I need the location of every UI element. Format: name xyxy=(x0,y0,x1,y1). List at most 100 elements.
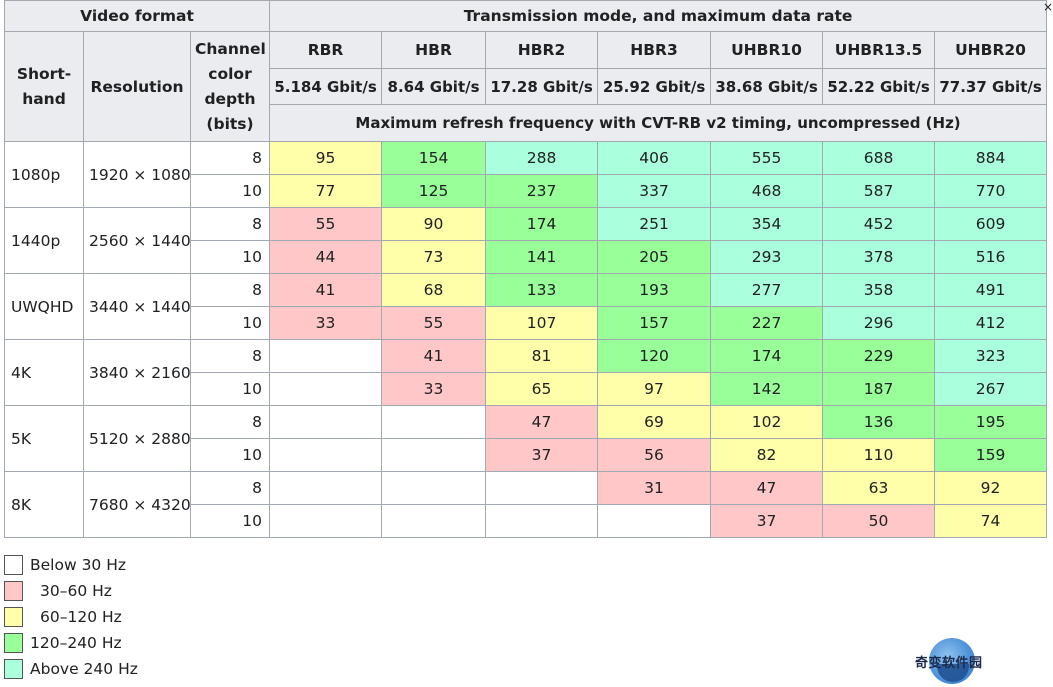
depth-cell: 8 xyxy=(189,141,271,175)
refresh-value-cell: 688 xyxy=(822,141,936,175)
refresh-value-cell: 555 xyxy=(710,141,824,175)
refresh-value-cell: 133 xyxy=(485,273,599,307)
refresh-value-cell: 33 xyxy=(269,306,383,340)
refresh-value-cell: 41 xyxy=(269,273,383,307)
refresh-value-cell: 37 xyxy=(485,438,599,472)
refresh-value-cell: 136 xyxy=(822,405,936,439)
mode-rate-header: 8.64 Gbit/s xyxy=(381,68,487,105)
refresh-value-cell: 154 xyxy=(381,141,487,175)
refresh-value-cell: 56 xyxy=(597,438,712,472)
refresh-value-cell: 55 xyxy=(381,306,487,340)
shorthand-cell: 1080p xyxy=(4,141,84,208)
depth-cell: 8 xyxy=(189,273,271,307)
refresh-value-cell: 74 xyxy=(934,504,1048,538)
refresh-value-cell: 37 xyxy=(710,504,824,538)
refresh-value-cell: 125 xyxy=(381,174,487,208)
resolution-header: Resolution xyxy=(83,31,191,142)
mode-rate-header: 25.92 Gbit/s xyxy=(597,68,712,105)
refresh-value-cell: 609 xyxy=(934,207,1048,241)
refresh-value-cell xyxy=(269,339,383,373)
refresh-value-cell: 193 xyxy=(597,273,712,307)
refresh-rate-table-container: Video format Transmission mode, and maxi… xyxy=(3,0,1048,538)
shorthand-cell: UWQHD xyxy=(4,273,84,340)
refresh-value-cell: 296 xyxy=(822,306,936,340)
refresh-value-cell: 47 xyxy=(485,405,599,439)
refresh-value-cell: 516 xyxy=(934,240,1048,274)
refresh-value-cell: 491 xyxy=(934,273,1048,307)
refresh-value-cell: 267 xyxy=(934,372,1048,406)
shorthand-header: Short-hand xyxy=(4,31,84,142)
refresh-value-cell xyxy=(269,438,383,472)
refresh-value-cell xyxy=(381,405,487,439)
color-depth-header: Channel color depth (bits) xyxy=(189,31,271,142)
refresh-value-cell: 73 xyxy=(381,240,487,274)
refresh-value-cell: 195 xyxy=(934,405,1048,439)
refresh-value-cell: 159 xyxy=(934,438,1048,472)
depth-cell: 10 xyxy=(189,174,271,208)
mode-rate-header: 17.28 Gbit/s xyxy=(485,68,599,105)
resolution-cell: 1920 × 1080 xyxy=(83,141,191,208)
refresh-value-cell: 82 xyxy=(710,438,824,472)
resolution-cell: 5120 × 2880 xyxy=(83,405,191,472)
refresh-value-cell: 288 xyxy=(485,141,599,175)
depth-cell: 10 xyxy=(189,306,271,340)
refresh-value-cell: 141 xyxy=(485,240,599,274)
refresh-value-cell: 277 xyxy=(710,273,824,307)
refresh-value-cell: 587 xyxy=(822,174,936,208)
refresh-value-cell: 174 xyxy=(485,207,599,241)
legend-swatch xyxy=(4,581,23,601)
refresh-value-cell xyxy=(485,471,599,505)
table-row: 10 33 55 107 157 227 296 412 xyxy=(5,306,1048,340)
close-icon[interactable]: × xyxy=(1043,0,1053,14)
refresh-value-cell: 95 xyxy=(269,141,383,175)
mode-name-header: HBR2 xyxy=(485,31,599,69)
resolution-cell: 3440 × 1440 xyxy=(83,273,191,340)
legend-label: Above 240 Hz xyxy=(30,660,138,678)
legend-label: 120–240 Hz xyxy=(30,634,122,652)
table-row: 10 77 125 237 337 468 587 770 xyxy=(5,174,1048,208)
mode-name-header: UHBR10 xyxy=(710,31,824,69)
refresh-value-cell: 229 xyxy=(822,339,936,373)
refresh-value-cell xyxy=(597,504,712,538)
legend-swatch xyxy=(4,659,23,679)
table-row: 4K 3840 × 2160 8 41 81 120 174 229 323 xyxy=(4,339,1048,406)
refresh-value-cell: 41 xyxy=(381,339,487,373)
refresh-value-cell: 468 xyxy=(710,174,824,208)
refresh-value-cell xyxy=(381,471,487,505)
mode-rate-header: 5.184 Gbit/s xyxy=(269,68,383,105)
resolution-cell: 7680 × 4320 xyxy=(83,471,191,538)
refresh-value-cell: 884 xyxy=(934,141,1048,175)
legend-swatch xyxy=(4,633,23,653)
refresh-value-cell: 31 xyxy=(597,471,712,505)
video-format-header: Video format xyxy=(3,0,271,32)
legend-label: 30–60 Hz xyxy=(40,582,112,600)
table-row: 10 37 50 74 xyxy=(5,504,1048,538)
depth-cell: 10 xyxy=(189,372,271,406)
refresh-value-cell: 142 xyxy=(710,372,824,406)
depth-cell: 10 xyxy=(189,240,271,274)
watermark-logo: 奇变软件园 xyxy=(915,638,995,684)
refresh-value-cell: 227 xyxy=(710,306,824,340)
refresh-value-cell xyxy=(269,405,383,439)
refresh-value-cell: 205 xyxy=(597,240,712,274)
mode-name-header: UHBR20 xyxy=(934,31,1048,69)
refresh-value-cell: 358 xyxy=(822,273,936,307)
refresh-value-cell: 337 xyxy=(597,174,712,208)
refresh-value-cell xyxy=(381,438,487,472)
refresh-value-cell xyxy=(381,504,487,538)
refresh-value-cell: 68 xyxy=(381,273,487,307)
refresh-value-cell: 102 xyxy=(710,405,824,439)
depth-cell: 10 xyxy=(189,504,271,538)
refresh-value-cell xyxy=(269,504,383,538)
mode-rate-header: 52.22 Gbit/s xyxy=(822,68,936,105)
refresh-value-cell: 55 xyxy=(269,207,383,241)
legend-swatch xyxy=(4,607,23,627)
depth-cell: 8 xyxy=(189,471,271,505)
resolution-cell: 3840 × 2160 xyxy=(83,339,191,406)
shorthand-cell: 4K xyxy=(4,339,84,406)
refresh-value-cell: 107 xyxy=(485,306,599,340)
mode-rate-header: 38.68 Gbit/s xyxy=(710,68,824,105)
refresh-value-cell: 44 xyxy=(269,240,383,274)
table-row: 1080p 1920 × 1080 8 95 154 288 406 555 688 884 xyxy=(4,141,1048,208)
mode-name-header: HBR3 xyxy=(597,31,712,69)
